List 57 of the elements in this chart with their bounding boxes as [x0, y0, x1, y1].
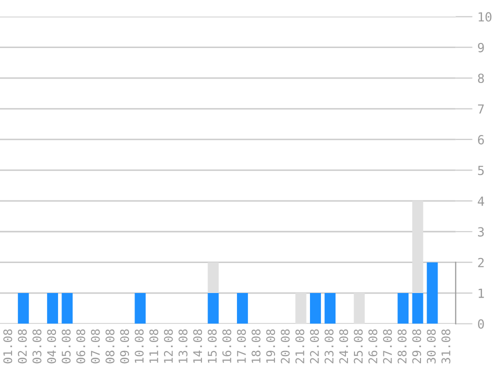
y-tick-label: 3 [478, 227, 484, 237]
bar [295, 293, 306, 324]
x-tick-label: 23.08 [324, 329, 334, 364]
x-tick-label: 11.08 [149, 329, 158, 363]
x-tick-label: 24.08 [339, 329, 348, 364]
y-tick-label: 4 [478, 196, 484, 206]
x-tick-label: 02.08 [18, 329, 27, 364]
x-tick-label: 04.08 [47, 329, 56, 364]
x-tick-label: 18.08 [252, 329, 260, 363]
y-tick-label: 5 [478, 166, 484, 176]
y-tick-label: 0 [478, 319, 484, 329]
bar [18, 293, 29, 324]
bar [208, 293, 219, 324]
x-tick-label: 14.08 [193, 329, 202, 363]
y-tick-label: 9 [478, 42, 484, 52]
bar [208, 262, 219, 294]
bar [426, 262, 438, 324]
x-tick-label: 06.08 [76, 329, 86, 364]
bar [62, 293, 73, 324]
x-tick-label: 30.08 [426, 329, 436, 364]
x-tick-label: 27.08 [383, 329, 392, 364]
x-tick-label: 19.08 [266, 329, 276, 363]
x-tick-label: 21.08 [295, 329, 304, 364]
x-tick-label: 07.08 [90, 329, 100, 364]
bar [134, 293, 146, 324]
x-tick-label: 20.08 [280, 329, 290, 364]
x-tick-label: 29.08 [412, 329, 422, 364]
bar [412, 200, 424, 294]
y-tick-label: 10 [478, 12, 492, 22]
x-tick-label: 08.08 [106, 329, 114, 364]
x-tick-label: 28.08 [398, 329, 407, 364]
x-tick-label: 17.08 [236, 329, 246, 363]
y-tick-label: 6 [478, 134, 484, 144]
x-tick-label: 22.08 [310, 329, 319, 364]
bar [47, 293, 58, 324]
bar [412, 293, 424, 324]
y-tick-label: 8 [478, 74, 484, 84]
x-tick-label: 31.08 [441, 329, 450, 364]
x-tick-label: 15.08 [208, 329, 217, 363]
y-tick-label: 2 [478, 258, 484, 268]
x-tick-label: 25.08 [354, 329, 363, 364]
x-tick-label: 16.08 [222, 329, 232, 363]
bar [354, 293, 365, 324]
x-tick-label: 09.08 [120, 329, 130, 364]
bar [324, 293, 336, 324]
x-tick-label: 12.08 [164, 329, 173, 363]
x-tick-label: 05.08 [62, 329, 71, 364]
y-tick-label: 1 [478, 288, 484, 298]
y-tick-label: 7 [478, 104, 484, 114]
bar [398, 293, 409, 324]
x-tick-label: 13.08 [178, 329, 188, 363]
x-tick-label: 03.08 [32, 329, 42, 364]
x-tick-label: 26.08 [368, 329, 378, 364]
x-tick-label: 10.08 [134, 329, 144, 363]
x-tick-label: 01.08 [3, 329, 12, 364]
bar [236, 293, 248, 324]
bar [310, 293, 321, 324]
